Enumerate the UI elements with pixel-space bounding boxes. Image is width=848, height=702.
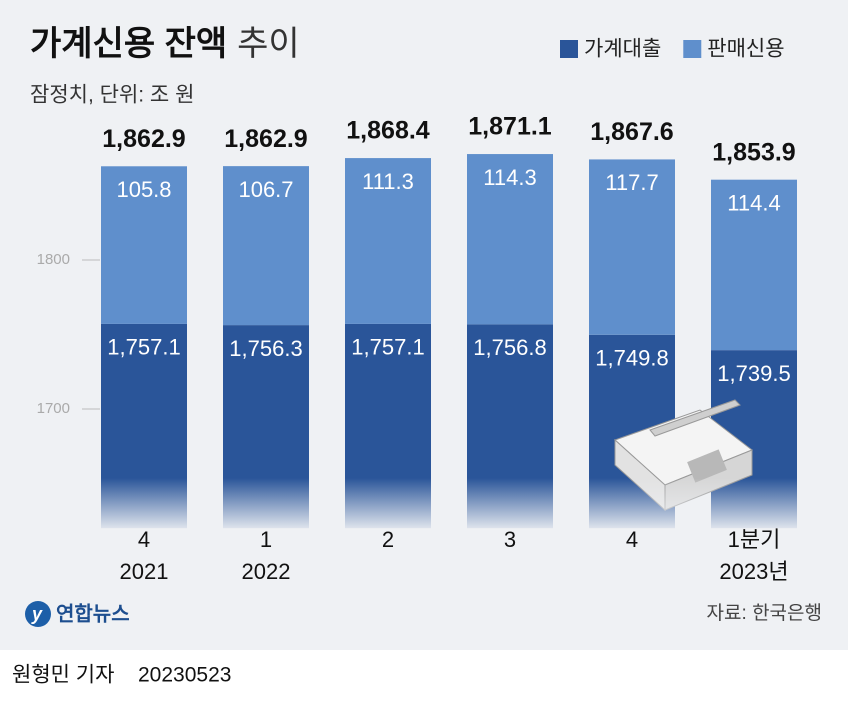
legend-swatch bbox=[560, 40, 578, 58]
bar-segment bbox=[589, 159, 675, 335]
total-label: 1,868.4 bbox=[346, 117, 430, 145]
data-label: 1,749.8 bbox=[595, 346, 668, 371]
x-year-label: 2021 bbox=[120, 559, 169, 584]
logo-text: 연합뉴스 bbox=[56, 602, 130, 625]
data-label: 114.4 bbox=[727, 191, 780, 216]
byline: 원형민 기자 bbox=[12, 664, 114, 687]
total-label: 1,853.9 bbox=[712, 138, 795, 166]
legend-swatch bbox=[683, 40, 702, 58]
x-tick-label: 1분기 bbox=[728, 527, 781, 552]
source: 자료: 한국은행 bbox=[707, 602, 822, 624]
x-year-label: 2023년 bbox=[719, 559, 788, 584]
data-label: 1,756.8 bbox=[473, 335, 546, 360]
bar-fade bbox=[80, 478, 820, 533]
logo-icon bbox=[25, 601, 51, 627]
bar-segment bbox=[345, 158, 431, 324]
total-label: 1,871.1 bbox=[468, 113, 552, 141]
x-tick-label: 4 bbox=[626, 527, 638, 552]
data-label: 111.3 bbox=[362, 169, 414, 194]
bar-segment bbox=[467, 154, 553, 325]
data-label: 1,739.5 bbox=[717, 361, 790, 386]
y-tick-label: 1800 bbox=[37, 251, 70, 268]
x-year-label: 2022 bbox=[242, 559, 291, 584]
bar-segment bbox=[101, 166, 187, 324]
title-suffix: 추이 bbox=[237, 25, 300, 63]
x-tick-label: 1 bbox=[260, 527, 272, 552]
chart-title: 가계신용 잔액 추이 bbox=[30, 25, 300, 63]
total-label: 1,862.9 bbox=[224, 125, 307, 153]
data-label: 117.7 bbox=[605, 170, 658, 195]
data-label: 114.3 bbox=[483, 165, 536, 190]
total-label: 1,862.9 bbox=[102, 125, 185, 153]
total-label: 1,867.6 bbox=[590, 118, 673, 146]
legend-label: 판매신용 bbox=[707, 38, 784, 61]
legend-label: 가계대출 bbox=[584, 38, 661, 61]
data-label: 106.7 bbox=[238, 177, 293, 202]
footer-background bbox=[0, 650, 848, 697]
bar-segment bbox=[711, 179, 797, 351]
date: 20230523 bbox=[138, 664, 231, 687]
subtitle: 잠정치, 단위: 조 원 bbox=[30, 84, 194, 107]
logo-mark: y bbox=[31, 604, 43, 624]
title-main: 가계신용 잔액 bbox=[30, 25, 227, 63]
x-tick-label: 3 bbox=[504, 527, 516, 552]
data-label: 1,757.1 bbox=[107, 335, 180, 360]
x-tick-label: 2 bbox=[382, 527, 394, 552]
y-tick-label: 1700 bbox=[37, 400, 70, 417]
data-label: 105.8 bbox=[116, 177, 171, 202]
data-label: 1,757.1 bbox=[351, 335, 424, 360]
bar-segment bbox=[223, 166, 309, 326]
data-label: 1,756.3 bbox=[229, 336, 302, 361]
x-tick-label: 4 bbox=[138, 527, 150, 552]
